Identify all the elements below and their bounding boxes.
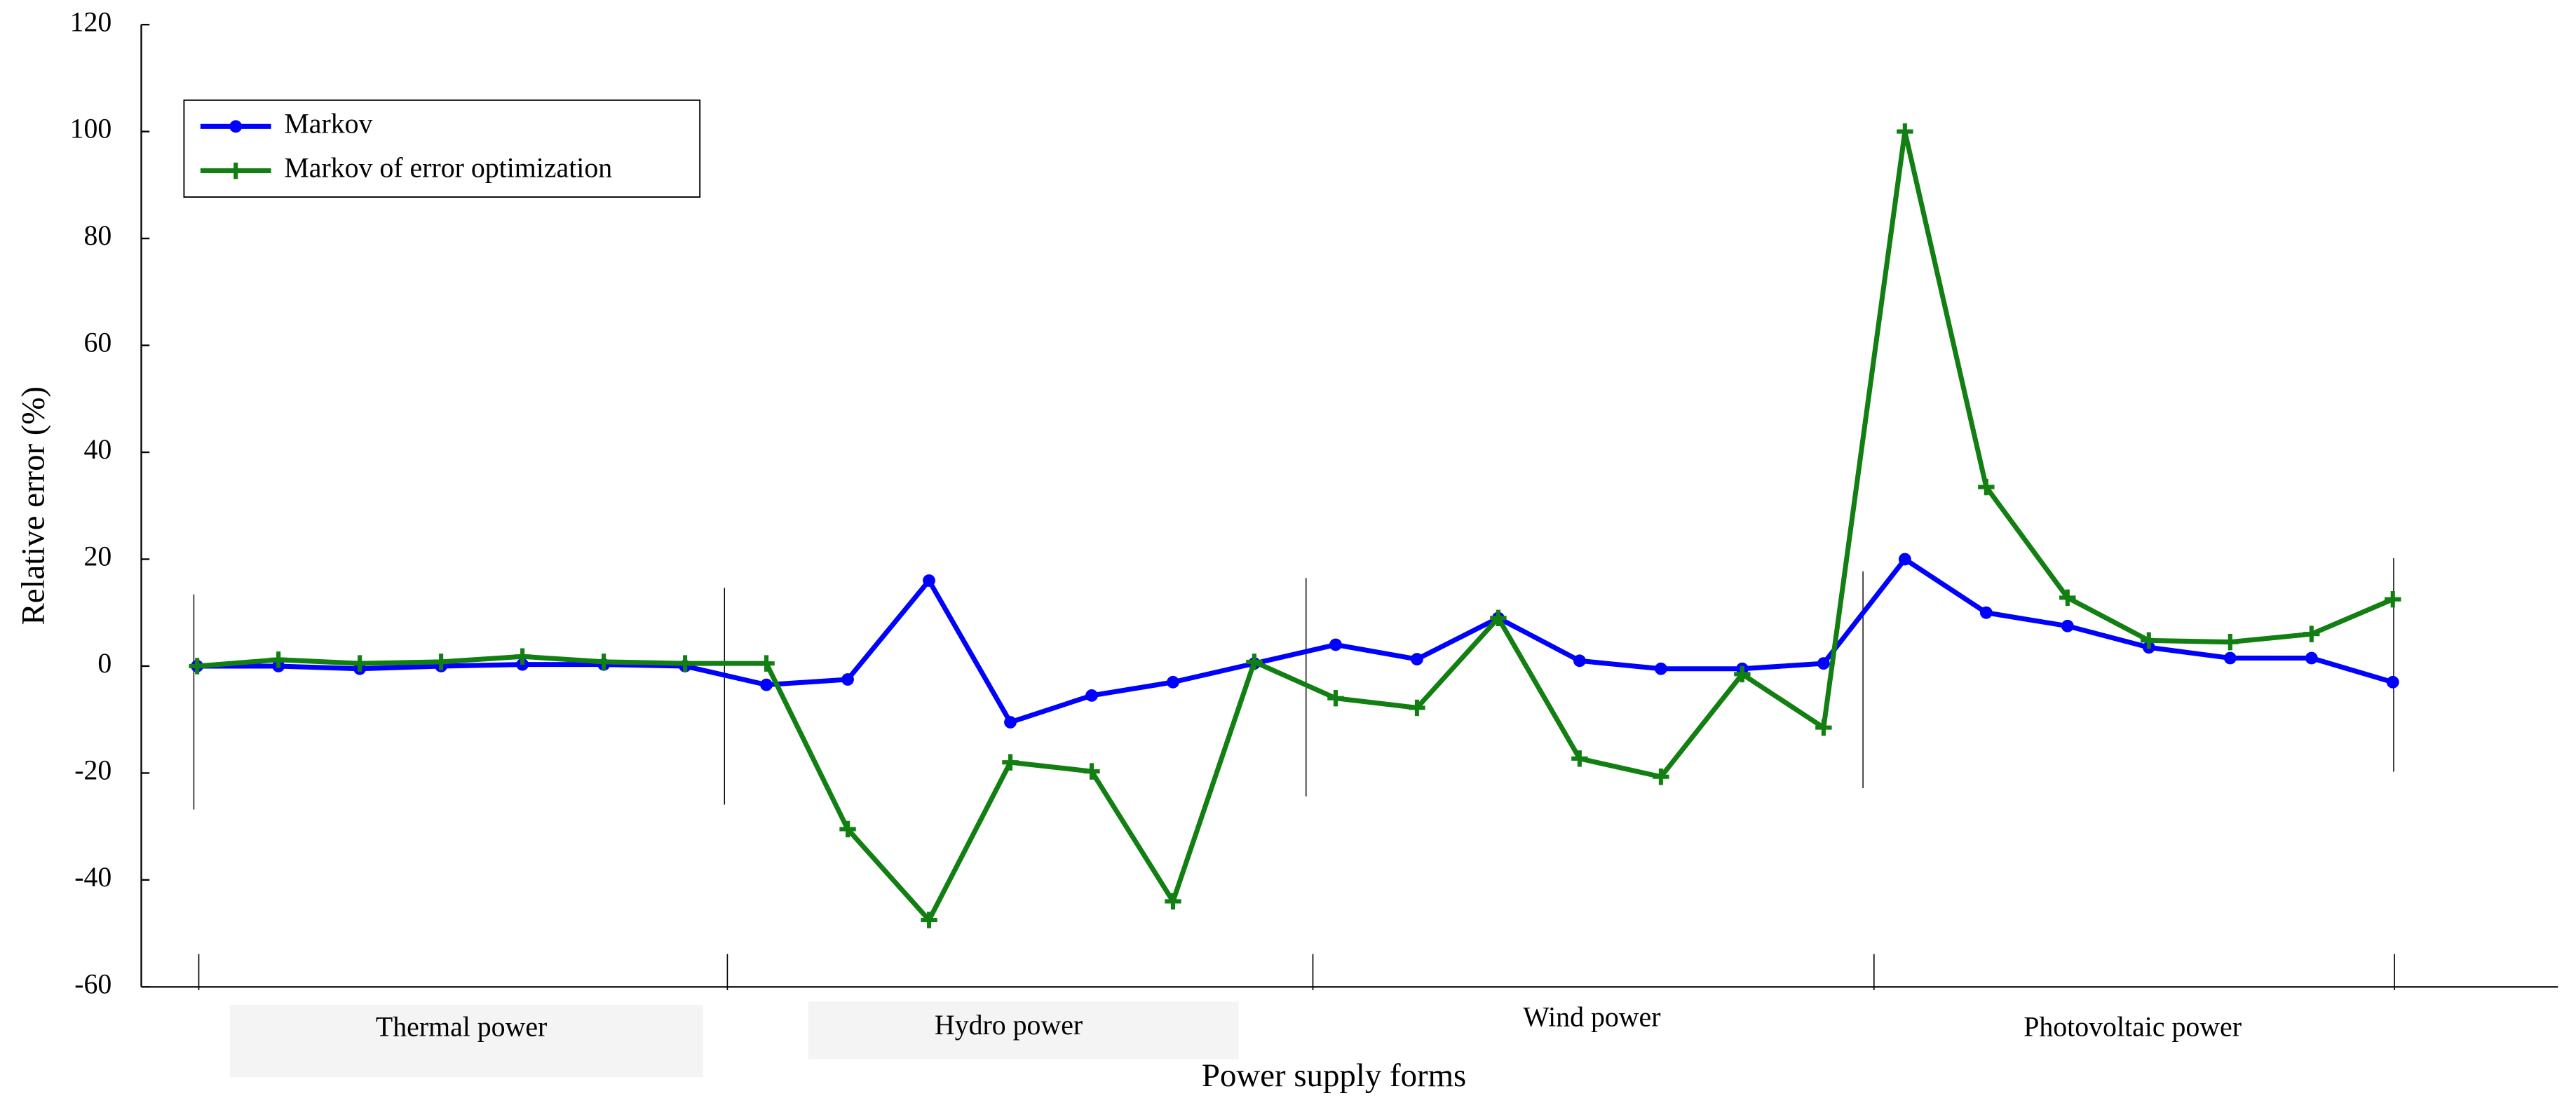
point xyxy=(1979,606,1993,619)
point xyxy=(2305,651,2318,665)
point xyxy=(1734,665,1751,683)
y-tick-label: 40 xyxy=(84,434,112,465)
point xyxy=(514,648,531,665)
group-box xyxy=(808,1001,1239,1060)
group-label: Thermal power xyxy=(376,1011,547,1042)
legend: Markov Markov of error optimization xyxy=(183,99,701,198)
point xyxy=(1002,754,1019,771)
point xyxy=(758,655,775,672)
point xyxy=(1815,719,1832,736)
point xyxy=(1573,654,1586,668)
group-label: Hydro power xyxy=(935,1010,1083,1041)
point xyxy=(1165,893,1181,910)
legend-label: Markov xyxy=(284,108,372,139)
y-tick-label: 0 xyxy=(97,648,111,679)
series-line xyxy=(197,555,2394,726)
legend-marker xyxy=(227,162,244,180)
y-tick-label: 20 xyxy=(84,541,112,572)
point xyxy=(2303,625,2320,642)
point xyxy=(1898,553,1911,566)
point xyxy=(2223,651,2237,665)
point xyxy=(189,658,205,675)
point xyxy=(1167,675,1179,689)
point xyxy=(1654,662,1667,675)
point xyxy=(841,673,854,686)
y-tick-label: -60 xyxy=(74,969,111,1000)
y-tick-label: -20 xyxy=(74,755,111,786)
series-line xyxy=(196,130,2394,925)
group-label: Photovoltaic power xyxy=(2023,1011,2242,1042)
point xyxy=(433,654,449,670)
point xyxy=(1653,769,1669,785)
group-label: Wind power xyxy=(1523,1001,1660,1032)
y-axis-label: Relative error (%) xyxy=(15,386,51,625)
point xyxy=(1817,657,1830,670)
legend-label: Markov of error optimization xyxy=(284,153,612,184)
point xyxy=(2059,589,2076,607)
point xyxy=(351,655,368,672)
point xyxy=(595,654,612,670)
legend-marker xyxy=(229,120,243,133)
y-tick-label: 100 xyxy=(70,114,112,144)
point xyxy=(1897,123,1913,140)
point xyxy=(2222,633,2239,651)
point xyxy=(2061,619,2074,632)
point xyxy=(839,820,856,838)
point xyxy=(677,655,693,672)
point xyxy=(1246,654,1263,670)
y-tick-label: 120 xyxy=(70,6,112,37)
point xyxy=(1978,478,1995,496)
y-tick-label: -40 xyxy=(74,862,111,893)
point xyxy=(1085,689,1098,702)
point xyxy=(1571,750,1588,767)
point xyxy=(1411,653,1423,665)
point xyxy=(1327,689,1344,707)
point xyxy=(270,651,287,668)
point xyxy=(921,912,937,928)
point xyxy=(1329,638,1342,651)
point xyxy=(2386,675,2399,689)
group-box xyxy=(230,1005,703,1078)
point xyxy=(1083,763,1100,780)
point xyxy=(1409,699,1425,717)
y-tick-label: 60 xyxy=(84,327,112,358)
point xyxy=(923,574,935,587)
point xyxy=(1490,609,1507,627)
point xyxy=(2385,590,2401,608)
point xyxy=(1004,716,1017,729)
point xyxy=(2141,632,2157,649)
legend-box xyxy=(183,99,701,198)
x-axis-label: Power supply forms xyxy=(1202,1057,1466,1094)
y-tick-label: 80 xyxy=(84,220,112,251)
point xyxy=(760,678,773,691)
